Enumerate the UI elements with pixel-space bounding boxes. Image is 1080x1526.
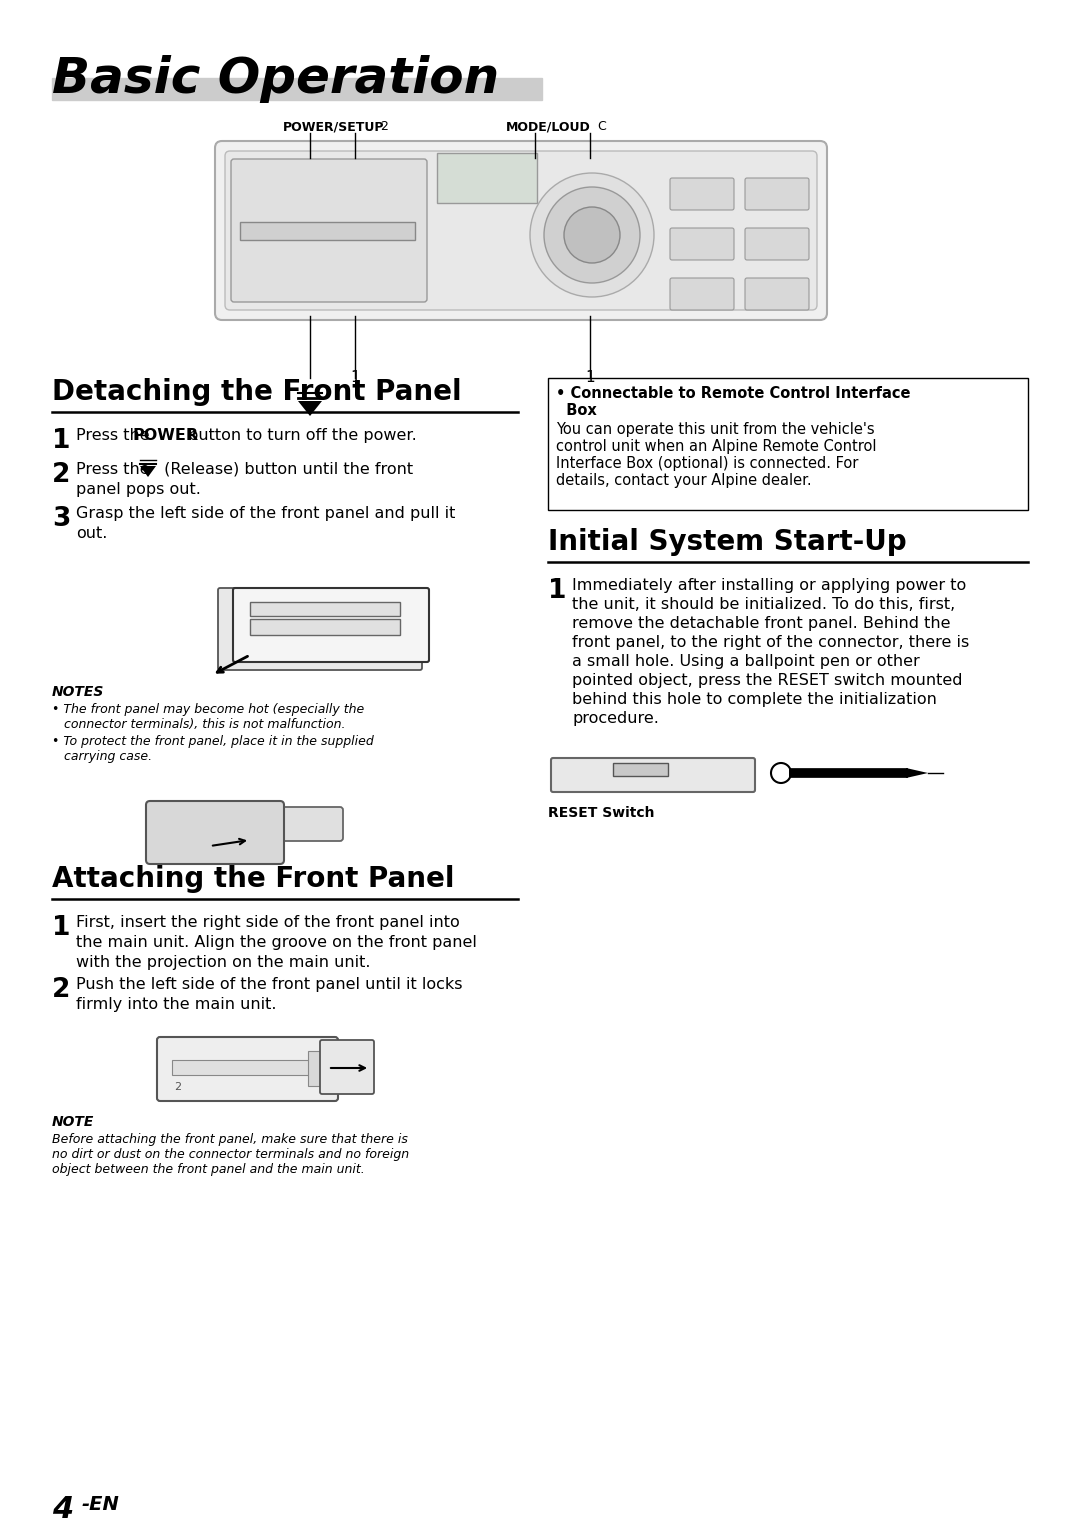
Text: 1: 1: [52, 427, 70, 455]
Text: First, insert the right side of the front panel into: First, insert the right side of the fron…: [76, 916, 460, 929]
Text: the main unit. Align the groove on the front panel: the main unit. Align the groove on the f…: [76, 935, 477, 951]
Text: 1: 1: [585, 369, 595, 385]
Text: a small hole. Using a ballpoint pen or other: a small hole. Using a ballpoint pen or o…: [572, 655, 920, 668]
Text: Press the: Press the: [76, 427, 154, 443]
Polygon shape: [298, 401, 322, 417]
Text: front panel, to the right of the connector, there is: front panel, to the right of the connect…: [572, 635, 969, 650]
Text: 2: 2: [52, 977, 70, 1003]
Text: • The front panel may become hot (especially the: • The front panel may become hot (especi…: [52, 703, 364, 716]
FancyBboxPatch shape: [745, 278, 809, 310]
Text: (Release) button until the front: (Release) button until the front: [159, 462, 414, 478]
Text: Interface Box (optional) is connected. For: Interface Box (optional) is connected. F…: [556, 456, 859, 472]
FancyBboxPatch shape: [670, 227, 734, 259]
FancyBboxPatch shape: [218, 588, 422, 670]
Text: C: C: [597, 121, 606, 133]
FancyBboxPatch shape: [231, 159, 427, 302]
Text: pointed object, press the RESET switch mounted: pointed object, press the RESET switch m…: [572, 673, 962, 688]
Text: 2: 2: [380, 121, 388, 133]
Circle shape: [544, 188, 640, 282]
Text: 1: 1: [350, 369, 360, 385]
Circle shape: [564, 208, 620, 262]
FancyBboxPatch shape: [551, 758, 755, 792]
Text: Initial System Start-Up: Initial System Start-Up: [548, 528, 906, 555]
Text: Attaching the Front Panel: Attaching the Front Panel: [52, 865, 455, 893]
Text: You can operate this unit from the vehicle's: You can operate this unit from the vehic…: [556, 423, 875, 436]
FancyBboxPatch shape: [320, 1041, 374, 1094]
Bar: [240, 221, 415, 240]
Text: procedure.: procedure.: [572, 711, 659, 726]
Bar: [308, 1051, 330, 1087]
Text: firmly into the main unit.: firmly into the main unit.: [76, 996, 276, 1012]
Text: Press the: Press the: [76, 462, 154, 478]
FancyBboxPatch shape: [225, 151, 816, 310]
Text: POWER: POWER: [133, 427, 199, 443]
Text: object between the front panel and the main unit.: object between the front panel and the m…: [52, 1163, 365, 1177]
Text: Push the left side of the front panel until it locks: Push the left side of the front panel un…: [76, 977, 462, 992]
FancyBboxPatch shape: [745, 179, 809, 211]
Text: button to turn off the power.: button to turn off the power.: [183, 427, 417, 443]
FancyBboxPatch shape: [215, 140, 827, 320]
Bar: [548, 378, 1028, 510]
Text: • Connectable to Remote Control Interface: • Connectable to Remote Control Interfac…: [556, 386, 910, 401]
Polygon shape: [140, 465, 156, 478]
Text: the unit, it should be initialized. To do this, first,: the unit, it should be initialized. To d…: [572, 597, 955, 612]
Text: MODE/LOUD: MODE/LOUD: [507, 121, 591, 133]
Bar: [249, 620, 400, 635]
Text: RESET Switch: RESET Switch: [548, 806, 654, 819]
Text: Grasp the left side of the front panel and pull it: Grasp the left side of the front panel a…: [76, 507, 456, 520]
Text: 2: 2: [52, 462, 70, 488]
Bar: [172, 1061, 320, 1074]
Text: 2: 2: [174, 1082, 181, 1093]
Polygon shape: [906, 768, 928, 778]
FancyBboxPatch shape: [177, 807, 343, 841]
Text: panel pops out.: panel pops out.: [76, 482, 201, 497]
Bar: [52, 78, 542, 101]
Text: 4: 4: [52, 1495, 73, 1524]
Text: details, contact your Alpine dealer.: details, contact your Alpine dealer.: [556, 473, 812, 488]
Text: NOTE: NOTE: [52, 1116, 94, 1129]
Text: connector terminals), this is not malfunction.: connector terminals), this is not malfun…: [52, 719, 346, 731]
Circle shape: [530, 172, 654, 298]
Text: behind this hole to complete the initialization: behind this hole to complete the initial…: [572, 691, 936, 707]
Text: no dirt or dust on the connector terminals and no foreign: no dirt or dust on the connector termina…: [52, 1148, 409, 1161]
Text: Box: Box: [556, 403, 597, 418]
Text: NOTES: NOTES: [52, 685, 105, 699]
Text: Before attaching the front panel, make sure that there is: Before attaching the front panel, make s…: [52, 1132, 408, 1146]
Text: carrying case.: carrying case.: [52, 749, 152, 763]
Text: Basic Operation: Basic Operation: [52, 55, 499, 102]
Text: out.: out.: [76, 526, 107, 542]
Circle shape: [771, 763, 791, 783]
Text: Detaching the Front Panel: Detaching the Front Panel: [52, 378, 461, 406]
FancyBboxPatch shape: [157, 1038, 338, 1100]
Text: 1: 1: [52, 916, 70, 942]
Bar: [249, 601, 400, 617]
FancyBboxPatch shape: [670, 179, 734, 211]
Text: with the projection on the main unit.: with the projection on the main unit.: [76, 955, 370, 971]
FancyBboxPatch shape: [146, 801, 284, 864]
Text: remove the detachable front panel. Behind the: remove the detachable front panel. Behin…: [572, 617, 950, 630]
FancyBboxPatch shape: [233, 588, 429, 662]
Text: Immediately after installing or applying power to: Immediately after installing or applying…: [572, 578, 967, 594]
FancyBboxPatch shape: [670, 278, 734, 310]
Text: -EN: -EN: [82, 1495, 120, 1514]
Text: POWER/SETUP: POWER/SETUP: [283, 121, 384, 133]
Text: • To protect the front panel, place it in the supplied: • To protect the front panel, place it i…: [52, 736, 374, 748]
Text: 3: 3: [52, 507, 70, 533]
FancyBboxPatch shape: [745, 227, 809, 259]
Bar: [437, 153, 537, 203]
Text: 1: 1: [548, 578, 567, 604]
Text: control unit when an Alpine Remote Control: control unit when an Alpine Remote Contr…: [556, 439, 877, 455]
Bar: [613, 763, 669, 777]
